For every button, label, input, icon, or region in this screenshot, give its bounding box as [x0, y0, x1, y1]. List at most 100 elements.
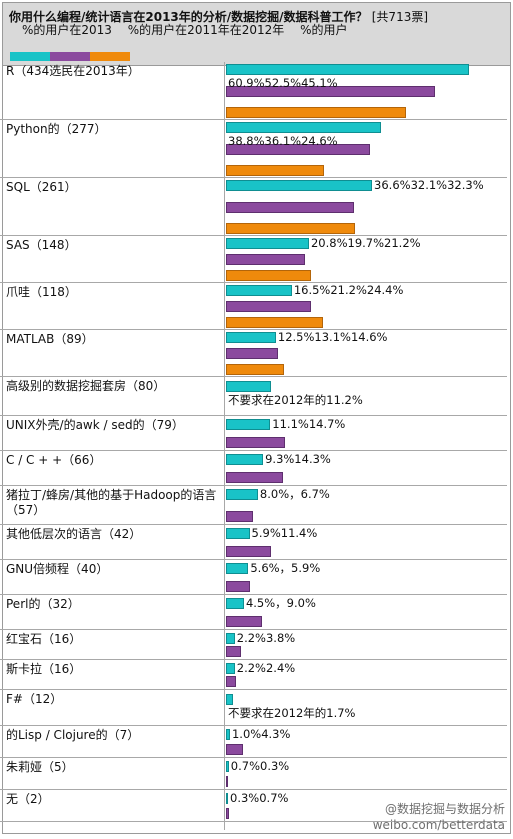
legend-label-2011: %的用户 — [300, 23, 348, 37]
table-row: Python的（277） — [0, 120, 507, 178]
bar-2013 — [226, 332, 276, 343]
watermark-url: weibo.com/betterdata — [372, 818, 505, 832]
legend-label-2013: %的用户在2013 — [22, 23, 112, 37]
legend-labels: %的用户在2013 %的用户在2011年在2012年 %的用户 — [6, 22, 360, 38]
bar-2012 — [226, 646, 242, 657]
bar-2012 — [226, 676, 236, 687]
bar-value-labels: 38.8%36.1%24.6% — [228, 134, 338, 148]
bar-2013 — [226, 180, 373, 191]
bar-2012 — [226, 143, 371, 155]
bar-value-labels: 36.6%32.1%32.3% — [374, 178, 484, 192]
bar-2012 — [226, 616, 262, 627]
table-row: 红宝石（16） — [0, 630, 507, 660]
bar-value-labels: 1.0%4.3% — [231, 727, 291, 741]
bar-2012 — [226, 348, 279, 359]
row-label: MATLAB（89） — [6, 332, 94, 346]
table-row: UNIX外壳/的awk / sed的（79） — [0, 416, 507, 451]
bar-2013 — [226, 419, 271, 430]
bar-value-labels: 60.9%52.5%45.1% — [228, 76, 338, 90]
survey-question: 你用什么编程/统计语言在2013年的分析/数据挖掘/数据科普工作？ — [9, 10, 368, 24]
bar-value-labels: 2.2%3.8% — [236, 631, 296, 645]
bar-value-labels: 不要求在2012年的1.7% — [228, 706, 356, 720]
bar-2012 — [226, 437, 285, 448]
row-label: GNU倍频程（40） — [6, 562, 109, 576]
table-row: C / C + +（66） — [0, 451, 507, 486]
watermark-account: @数据挖掘与数据分析 — [384, 802, 505, 816]
legend-label-2012: %的用户在2011年在2012年 — [127, 23, 285, 37]
bar-value-labels: 5.6%，5.9% — [250, 561, 321, 575]
table-row: 朱莉娅（5） — [0, 758, 507, 790]
bar-2012 — [226, 201, 355, 213]
bar-2013 — [226, 729, 230, 740]
bar-value-labels: 8.0%，6.7% — [259, 487, 330, 501]
bar-2013 — [226, 598, 244, 609]
table-row: F#（12） — [0, 690, 507, 726]
bar-2013 — [226, 285, 292, 296]
bar-2013 — [226, 633, 235, 644]
bar-value-labels: 4.5%，9.0% — [245, 596, 316, 610]
bar-2011 — [226, 317, 324, 328]
bar-2013 — [226, 238, 309, 249]
row-label: 无（2） — [6, 792, 50, 806]
bar-2012 — [226, 472, 284, 483]
bar-2012 — [226, 581, 250, 592]
row-label: F#（12） — [6, 692, 63, 706]
table-row: MATLAB（89） — [0, 330, 507, 377]
bar-value-labels: 0.3%0.7% — [230, 791, 289, 805]
legend-swatch-2011 — [90, 52, 130, 61]
row-label: Perl的（32） — [6, 597, 80, 611]
bar-2013 — [226, 563, 249, 574]
row-label: 猪拉丁/蜂房/其他的基于Hadoop的语言（57） — [6, 488, 217, 517]
table-row: 其他低层次的语言（42） — [0, 525, 507, 560]
row-label: 红宝石（16） — [6, 632, 82, 646]
bar-2013 — [226, 122, 381, 133]
bar-2012 — [226, 744, 244, 755]
bar-value-labels: 12.5%13.1%14.6% — [277, 330, 388, 344]
row-label: 朱莉娅（5） — [6, 760, 74, 774]
row-label: 的Lisp / Clojure的（7） — [6, 728, 140, 742]
bar-2012 — [226, 808, 229, 819]
row-label: UNIX外壳/的awk / sed的（79） — [6, 418, 184, 432]
bar-2011 — [226, 270, 311, 281]
table-row: 爪哇（118） — [0, 283, 507, 330]
table-row: 斯卡拉（16） — [0, 660, 507, 690]
row-label: R（434选民在2013年） — [6, 64, 140, 78]
column-divider — [224, 62, 225, 830]
table-row: 高级别的数据挖掘套房（80） — [0, 377, 507, 416]
bar-value-labels: 5.9%11.4% — [251, 526, 318, 540]
bar-2012 — [226, 254, 305, 265]
bar-value-labels: 2.2%2.4% — [236, 661, 296, 675]
legend-swatch-2012 — [50, 52, 90, 61]
bar-2011 — [226, 107, 406, 118]
bar-value-labels: 11.1%14.7% — [272, 417, 346, 431]
bar-2013 — [226, 489, 258, 500]
row-label: 其他低层次的语言（42） — [6, 527, 142, 541]
bar-2013 — [226, 793, 228, 804]
bar-2013 — [226, 64, 469, 75]
legend-swatch-2013 — [10, 52, 50, 61]
bar-2012 — [226, 511, 253, 522]
row-label: 高级别的数据挖掘套房（80） — [6, 379, 166, 393]
table-row: Perl的（32） — [0, 595, 507, 630]
row-label: 斯卡拉（16） — [6, 662, 82, 676]
bar-2013 — [226, 663, 235, 674]
bar-value-labels: 不要求在2012年的11.2% — [228, 393, 363, 407]
bar-2013 — [226, 694, 233, 705]
table-row: R（434选民在2013年） — [0, 62, 507, 120]
bar-2013 — [226, 381, 271, 392]
bar-2011 — [226, 223, 355, 234]
bar-value-labels: 0.7%0.3% — [230, 759, 290, 773]
bar-value-labels: 9.3%14.3% — [265, 452, 331, 466]
table-row: SAS（148） — [0, 236, 507, 283]
bar-value-labels: 16.5%21.2%24.4% — [293, 283, 404, 297]
bar-2012 — [226, 85, 436, 97]
bar-2012 — [226, 301, 311, 312]
total-votes: [共713票] — [371, 10, 429, 24]
bar-2011 — [226, 364, 285, 375]
table-row: SQL（261） — [0, 178, 507, 236]
table-row: 猪拉丁/蜂房/其他的基于Hadoop的语言（57） — [0, 486, 507, 525]
bar-2012 — [226, 546, 272, 557]
bar-2013 — [226, 528, 250, 539]
table-row: 无（2） — [0, 790, 507, 822]
row-label: SAS（148） — [6, 238, 77, 252]
